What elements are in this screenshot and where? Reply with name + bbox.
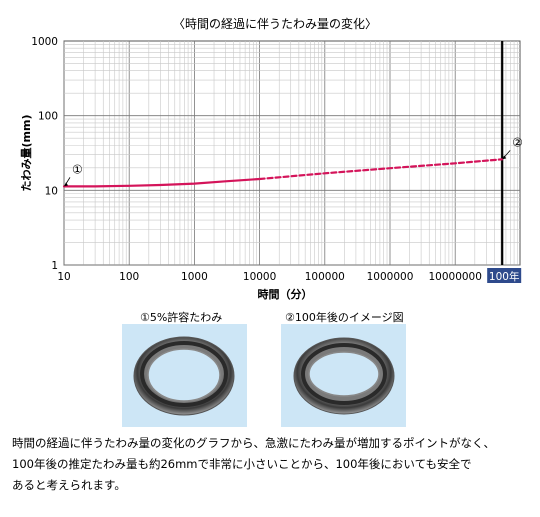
right-image-caption: ②100年後のイメージ図 bbox=[285, 311, 404, 324]
description: 時間の経過に伴うたわみ量の変化のグラフから、急激にたわみ量が増加するポイントがな… bbox=[12, 433, 532, 496]
description-line: 時間の経過に伴うたわみ量の変化のグラフから、急激にたわみ量が増加するポイントがな… bbox=[12, 436, 495, 450]
chart-title: 〈時間の経過に伴うたわみ量の変化〉 bbox=[173, 16, 377, 31]
series-line-1 bbox=[62, 177, 261, 188]
y-tick-label: 1 bbox=[51, 260, 58, 272]
description-line: あると考えられます。 bbox=[12, 478, 126, 492]
gasket-ring-5pct bbox=[133, 336, 235, 416]
annotation-arrowhead bbox=[502, 155, 507, 160]
left-image-panel bbox=[122, 324, 247, 427]
x-tick-label: 10000000 bbox=[428, 271, 481, 283]
x-tick-label: 100 bbox=[119, 271, 139, 283]
y-tick-label: 1000 bbox=[31, 36, 58, 48]
series-line-2 bbox=[258, 158, 504, 181]
y-tick-label: 100 bbox=[38, 111, 58, 123]
y-axis-label: たわみ量(mm) bbox=[20, 115, 33, 192]
plot-area bbox=[63, 40, 521, 266]
y-tick-label: 10 bbox=[45, 185, 58, 197]
x-axis-label: 時間（分） bbox=[258, 287, 313, 300]
marker-label: 100年 bbox=[489, 270, 520, 283]
annotation-label: ① bbox=[72, 162, 83, 176]
annotation-label: ② bbox=[512, 135, 523, 149]
x-tick-label: 100000 bbox=[305, 271, 345, 283]
x-tick-label: 10 bbox=[57, 271, 70, 283]
marker-label-box bbox=[487, 268, 522, 283]
series-layer: ①② bbox=[62, 135, 523, 188]
deflection-chart: 〈時間の経過に伴うたわみ量の変化〉 ①② 10 100 1000 10000 10000… bbox=[20, 16, 523, 300]
right-image-panel bbox=[281, 324, 406, 427]
annotation-arrowhead bbox=[64, 182, 68, 187]
gasket-ring-100-years bbox=[293, 337, 395, 415]
x-tick-label: 1000000 bbox=[367, 271, 414, 283]
tick-labels: 10 100 1000 10000 100000 1000000 1000000011010… bbox=[31, 36, 522, 283]
grid bbox=[63, 40, 521, 266]
x-tick-label: 10000 bbox=[243, 271, 276, 283]
description-line: 100年後の推定たわみ量も約26mmで非常に小さいことから、100年後においても… bbox=[12, 457, 472, 471]
x-tick-label: 1000 bbox=[181, 271, 208, 283]
left-image-caption: ①5%許容たわみ bbox=[140, 311, 223, 324]
